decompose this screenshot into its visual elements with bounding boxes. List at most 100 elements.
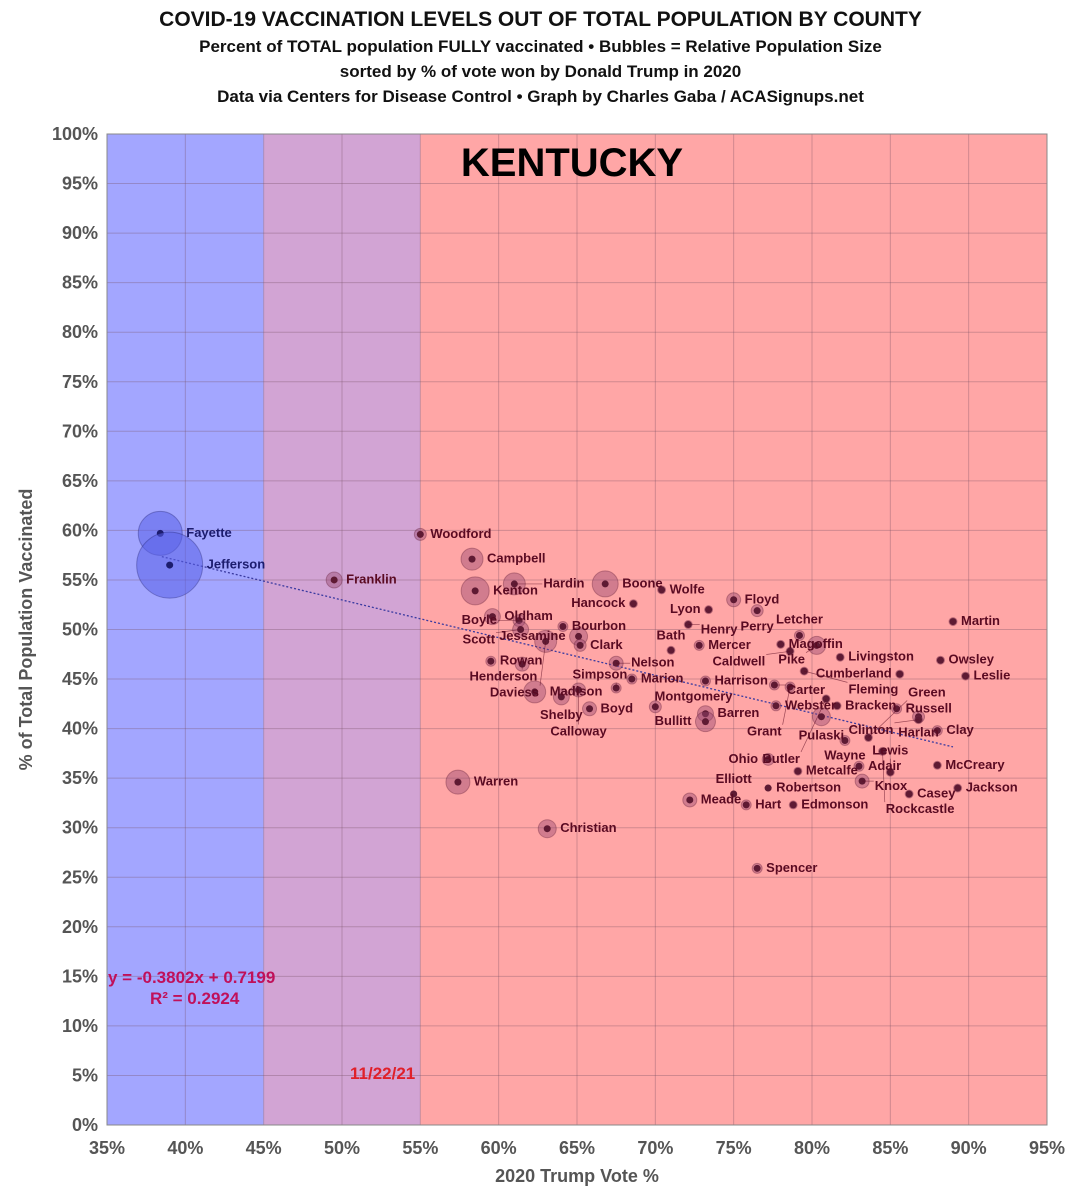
data-label: Nelson	[631, 655, 674, 670]
x-tick-label: 55%	[402, 1138, 438, 1158]
data-point	[936, 656, 944, 664]
data-point	[667, 646, 675, 654]
y-tick-label: 30%	[62, 818, 98, 838]
data-label: Elliott	[716, 771, 753, 786]
data-label: Harrison	[714, 673, 768, 688]
y-tick-label: 75%	[62, 372, 98, 392]
data-label: Webster	[785, 697, 836, 712]
y-tick-label: 25%	[62, 867, 98, 887]
data-point	[658, 586, 666, 594]
data-label: Robertson	[776, 780, 841, 795]
x-tick-label: 60%	[481, 1138, 517, 1158]
data-point	[772, 702, 780, 710]
data-point	[559, 623, 567, 631]
data-point	[954, 784, 962, 792]
y-tick-label: 20%	[62, 917, 98, 937]
data-label: Boyle	[462, 612, 497, 627]
y-tick-label: 15%	[62, 966, 98, 986]
data-point	[416, 530, 424, 538]
data-label: Pike	[778, 652, 805, 667]
data-point	[841, 736, 849, 744]
label-leader-line	[868, 700, 908, 738]
data-label: Perry	[741, 619, 775, 634]
data-point	[628, 675, 636, 683]
state-title: KENTUCKY	[461, 141, 684, 185]
date-note: 11/22/21	[350, 1064, 415, 1083]
x-tick-label: 45%	[246, 1138, 282, 1158]
data-point	[764, 784, 772, 792]
data-point	[576, 641, 584, 649]
y-tick-label: 100%	[52, 124, 98, 144]
plot-border	[106, 133, 1048, 1126]
bubble-layer	[136, 510, 971, 874]
x-tick-label: 40%	[167, 1138, 203, 1158]
y-tick-label: 70%	[62, 421, 98, 441]
data-label: Clark	[590, 637, 623, 652]
y-tick-label: 10%	[62, 1016, 98, 1036]
data-point	[764, 755, 772, 763]
data-point	[893, 705, 901, 713]
data-point	[817, 713, 825, 721]
data-label: Edmonson	[801, 796, 868, 811]
data-label: Madison	[550, 683, 603, 698]
data-point	[468, 555, 476, 563]
data-label: Ohio	[729, 751, 759, 766]
data-label: Rowan	[500, 653, 543, 668]
data-label: Lyon	[670, 601, 701, 616]
label-leader-line	[800, 698, 827, 753]
y-tick-label: 85%	[62, 273, 98, 293]
data-label: Casey	[917, 786, 956, 801]
data-label: Bullitt	[655, 713, 692, 728]
x-tick-label: 35%	[89, 1138, 125, 1158]
data-label: Marion	[641, 671, 684, 686]
label-layer: Franklin Warren Christian Spencer Fayette Jef…	[186, 525, 1018, 875]
data-point	[695, 641, 703, 649]
data-point	[730, 596, 738, 604]
x-axis-label: 2020 Trump Vote %	[495, 1166, 659, 1186]
data-point	[557, 693, 565, 701]
data-label: Lewis	[872, 743, 908, 758]
data-label: Pulaski	[799, 728, 845, 743]
data-point	[753, 607, 761, 615]
y-tick-label: 95%	[62, 174, 98, 194]
data-point	[730, 790, 738, 798]
label-leader-line	[782, 686, 791, 725]
background-band	[263, 134, 421, 1125]
x-tick-label: 80%	[794, 1138, 830, 1158]
x-tick-label: 50%	[324, 1138, 360, 1158]
data-point	[330, 576, 338, 584]
data-label: Jefferson	[207, 557, 266, 572]
data-point	[454, 778, 462, 786]
data-label: Jackson	[966, 780, 1018, 795]
data-label: Owsley	[948, 652, 994, 667]
data-point	[795, 631, 803, 639]
data-point	[488, 613, 496, 621]
y-tick-label: 5%	[72, 1065, 98, 1085]
trendline-r2: R² = 0.2924	[150, 989, 240, 1008]
data-label: Clinton	[849, 722, 894, 737]
data-point	[949, 618, 957, 626]
data-label: Floyd	[745, 591, 780, 606]
data-point	[586, 705, 594, 713]
background-band	[107, 134, 264, 1125]
data-point	[794, 767, 802, 775]
label-leader-line	[766, 650, 791, 655]
data-point	[933, 761, 941, 769]
data-label: Henry	[701, 621, 739, 636]
x-tick-label: 70%	[637, 1138, 673, 1158]
data-point	[705, 606, 713, 614]
data-label: Rockcastle	[886, 801, 955, 816]
data-label: Boone	[622, 575, 662, 590]
data-label: Montgomery	[655, 688, 734, 703]
data-point	[543, 825, 551, 833]
label-leader-line	[894, 719, 919, 724]
data-label: Letcher	[776, 611, 823, 626]
data-point	[575, 632, 583, 640]
data-label: Bourbon	[572, 618, 626, 633]
data-point	[836, 653, 844, 661]
data-label: Hancock	[571, 595, 626, 610]
data-label: Spencer	[766, 860, 817, 875]
data-point	[629, 600, 637, 608]
data-label: Boyd	[601, 700, 634, 715]
